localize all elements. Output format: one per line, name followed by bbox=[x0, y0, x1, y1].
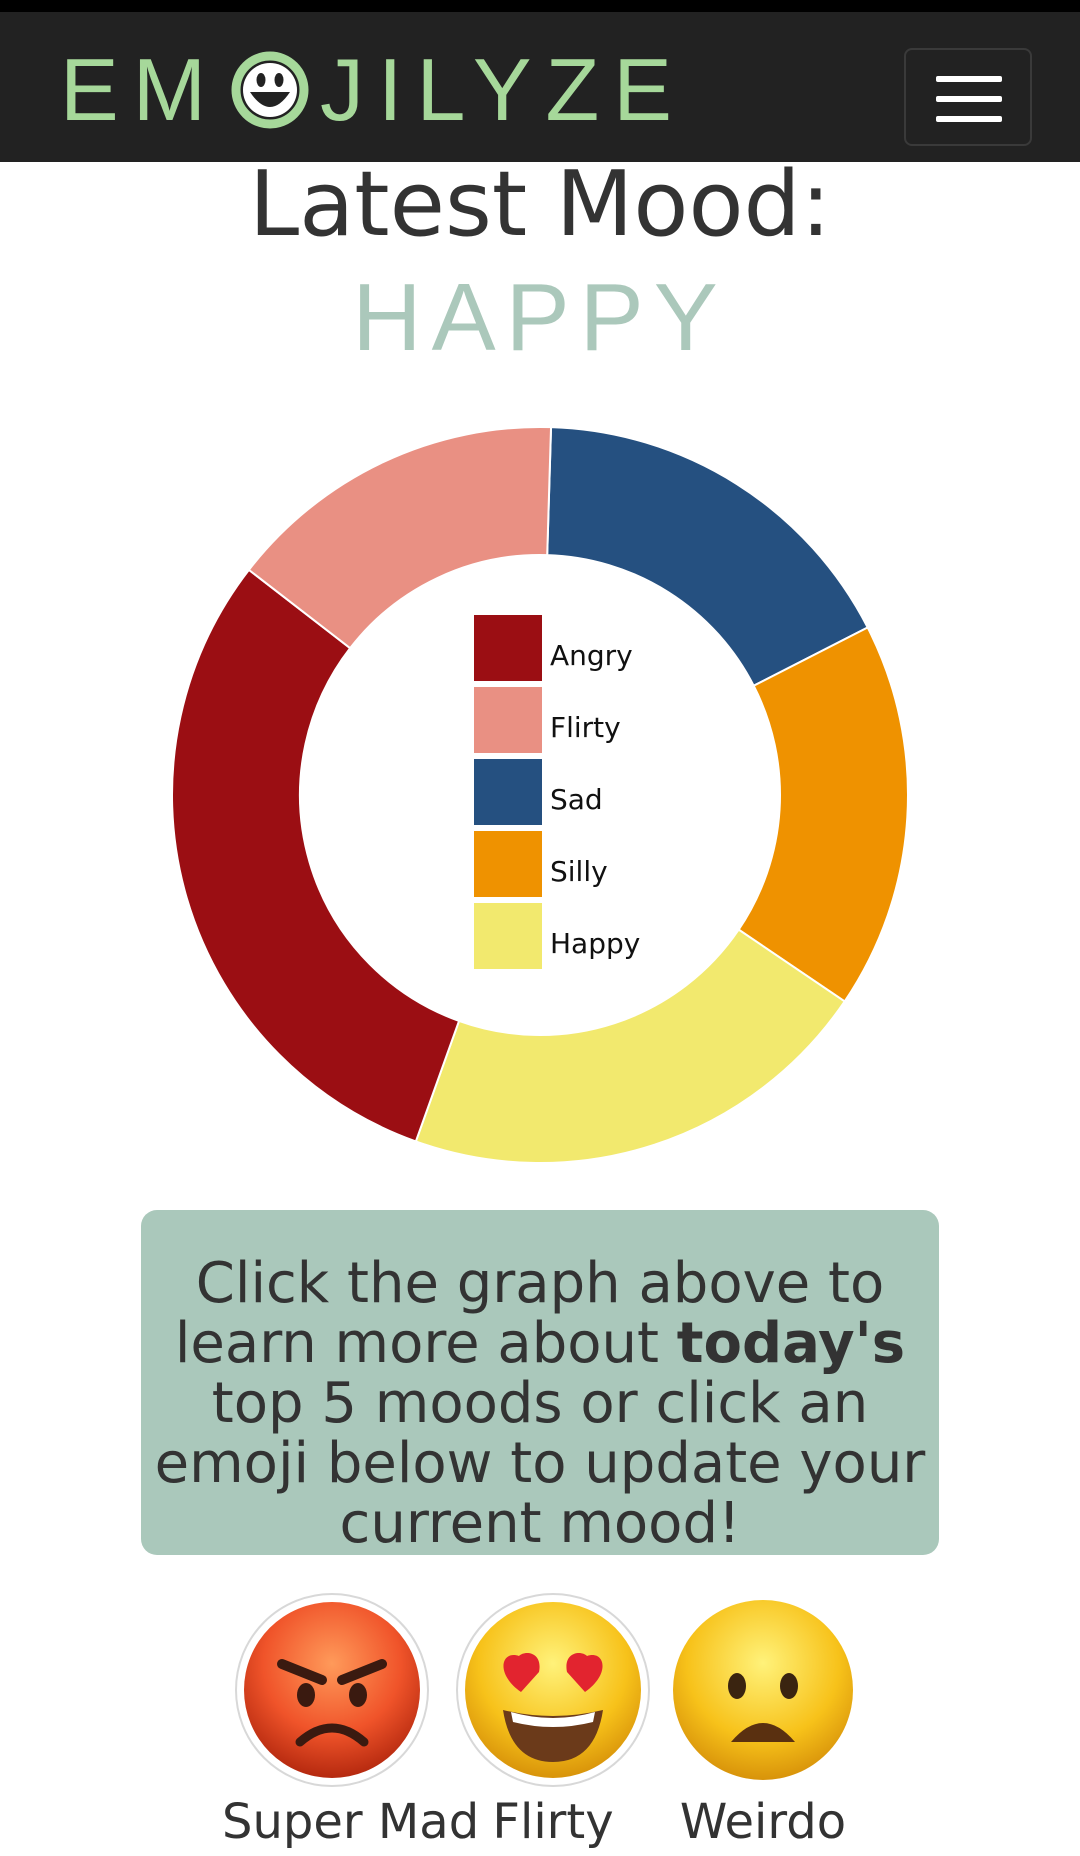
legend-swatch-sad bbox=[474, 759, 542, 825]
hamburger-icon-bar bbox=[936, 96, 1002, 102]
brand-text-right: JILYZE bbox=[320, 39, 687, 139]
info-text-bold: today's bbox=[676, 1311, 906, 1376]
donut-slice-silly[interactable] bbox=[737, 626, 909, 1003]
smiley-logo-icon bbox=[231, 51, 309, 128]
hamburger-icon bbox=[936, 76, 1002, 82]
info-text-after: top 5 moods or click an emoji below to u… bbox=[154, 1371, 926, 1556]
legend-label-sad: Sad bbox=[550, 783, 603, 816]
brand-logo[interactable]: EM JILYZE bbox=[60, 42, 686, 137]
donut-slice-angry[interactable] bbox=[171, 568, 461, 1143]
legend-label-angry: Angry bbox=[550, 639, 633, 672]
emoji-picker: Super Mad Flirty bbox=[0, 1592, 1080, 1856]
latest-mood-value: HAPPY bbox=[352, 264, 728, 371]
page-title: Latest Mood: bbox=[249, 152, 831, 257]
heart-eyes-face-icon bbox=[456, 1593, 650, 1787]
status-bar bbox=[0, 0, 1080, 12]
menu-button[interactable] bbox=[904, 48, 1032, 146]
emoji-label: Super Mad bbox=[222, 1794, 480, 1850]
legend-swatch-angry bbox=[474, 615, 542, 681]
donut-slice-sad[interactable] bbox=[546, 426, 870, 688]
donut-slice-happy[interactable] bbox=[414, 928, 847, 1164]
navbar: EM JILYZE bbox=[0, 12, 1080, 162]
brand-text-left: EM bbox=[60, 39, 220, 139]
emoji-label: Weirdo bbox=[679, 1794, 847, 1850]
emoji-super-mad-button[interactable]: Super Mad bbox=[222, 1592, 480, 1850]
emoji-weirdo-button[interactable]: Weirdo bbox=[653, 1592, 873, 1846]
legend-swatch-happy bbox=[474, 903, 542, 969]
legend-label-happy: Happy bbox=[550, 927, 640, 960]
legend-label-flirty: Flirty bbox=[550, 711, 621, 744]
donut-slice-flirty[interactable] bbox=[247, 426, 553, 650]
info-box: Click the graph above to learn more abou… bbox=[141, 1210, 939, 1555]
emoji-label: Flirty bbox=[492, 1794, 614, 1850]
emoji-flirty-button[interactable]: Flirty bbox=[443, 1592, 663, 1846]
frowning-face-icon bbox=[673, 1600, 853, 1780]
info-text-before: Click the graph above to learn more abou… bbox=[174, 1251, 885, 1376]
legend-label-silly: Silly bbox=[550, 855, 608, 888]
mood-donut-chart[interactable]: Angry Flirty Sad Silly Happy bbox=[0, 400, 1080, 1180]
hamburger-icon-bar bbox=[936, 116, 1002, 122]
angry-face-icon bbox=[235, 1593, 429, 1787]
legend-swatch-silly bbox=[474, 831, 542, 897]
legend-swatch-flirty bbox=[474, 687, 542, 753]
